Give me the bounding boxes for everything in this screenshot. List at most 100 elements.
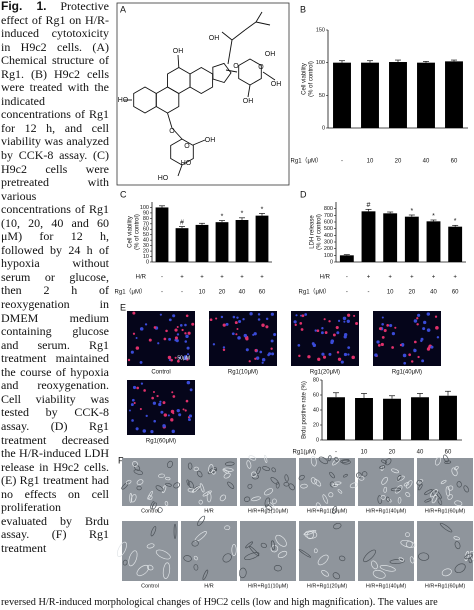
nucleus bbox=[130, 403, 134, 407]
cell bbox=[271, 467, 277, 473]
row-label: 10 bbox=[199, 290, 206, 296]
nucleus bbox=[187, 331, 191, 335]
cell bbox=[341, 459, 351, 465]
cell bbox=[288, 483, 295, 491]
nucleus bbox=[163, 337, 167, 341]
nucleus bbox=[265, 317, 269, 321]
nucleus bbox=[130, 350, 134, 354]
nucleus bbox=[249, 312, 253, 316]
nucleus bbox=[347, 313, 351, 317]
nucleus bbox=[191, 322, 195, 326]
y-axis-label: (% of control) bbox=[309, 61, 315, 97]
row-label: 60 bbox=[445, 450, 452, 456]
row-label: 60 bbox=[451, 159, 458, 165]
bar bbox=[175, 228, 189, 262]
nucleus bbox=[172, 314, 176, 318]
nucleus bbox=[167, 355, 172, 360]
bar bbox=[389, 62, 407, 128]
cell bbox=[247, 483, 253, 489]
bar bbox=[215, 222, 229, 262]
cell bbox=[147, 564, 154, 571]
cell bbox=[238, 567, 247, 579]
row-label: + bbox=[453, 275, 457, 281]
cell bbox=[270, 544, 279, 553]
panel-letter: D bbox=[300, 189, 307, 199]
bar bbox=[383, 213, 398, 262]
cell bbox=[437, 498, 443, 505]
cell bbox=[136, 485, 142, 491]
image-label: H/R+Rg1(60μM) bbox=[425, 508, 465, 514]
cell bbox=[358, 475, 365, 481]
significance-mark: * bbox=[454, 218, 457, 225]
cell bbox=[275, 481, 280, 489]
nucleus bbox=[158, 402, 162, 407]
nucleus bbox=[235, 333, 238, 336]
bond bbox=[244, 21, 257, 31]
nucleus bbox=[145, 414, 148, 418]
nucleus bbox=[135, 336, 138, 339]
cell bbox=[231, 543, 237, 556]
cell bbox=[424, 489, 433, 495]
nucleus bbox=[301, 314, 305, 318]
row-name: Rg1（μM） bbox=[115, 289, 146, 296]
y-axis-label: Cell viability bbox=[128, 216, 134, 248]
nucleus bbox=[132, 332, 136, 335]
nucleus bbox=[248, 360, 251, 363]
nucleus bbox=[342, 316, 347, 321]
caption-continued: reversed H/R-induced morphological chang… bbox=[1, 597, 438, 608]
cell bbox=[372, 569, 386, 579]
nucleus bbox=[417, 313, 421, 317]
row-label: - bbox=[346, 275, 348, 281]
cell bbox=[405, 492, 411, 498]
nucleus bbox=[139, 327, 144, 331]
nucleus bbox=[430, 345, 434, 349]
nucleus bbox=[381, 323, 384, 326]
y-tick-label: 100 bbox=[140, 205, 149, 211]
nucleus bbox=[347, 353, 350, 356]
nucleus bbox=[312, 343, 317, 348]
cell bbox=[128, 550, 138, 567]
caption: Fig. 1. Protective effect of Rg1 on H/R-… bbox=[1, 0, 109, 598]
nucleus bbox=[174, 336, 178, 340]
y-tick-label: 600 bbox=[324, 219, 333, 225]
nucleus bbox=[294, 323, 297, 326]
nucleus bbox=[212, 343, 216, 346]
nucleus bbox=[355, 321, 359, 325]
cell bbox=[277, 550, 288, 559]
cell bbox=[187, 462, 193, 470]
cell bbox=[227, 481, 235, 489]
nucleus bbox=[426, 328, 431, 332]
nucleus bbox=[255, 356, 260, 360]
nucleus bbox=[165, 329, 168, 333]
nucleus bbox=[383, 328, 387, 333]
cell bbox=[197, 515, 206, 526]
bond bbox=[177, 54, 180, 68]
cell bbox=[298, 474, 305, 481]
nucleus bbox=[127, 358, 131, 362]
nucleus bbox=[159, 400, 162, 403]
nucleus bbox=[220, 315, 224, 319]
nucleus bbox=[140, 382, 144, 385]
cell bbox=[464, 553, 473, 560]
nucleus bbox=[172, 395, 176, 398]
bar bbox=[411, 397, 429, 440]
nucleus bbox=[270, 312, 274, 316]
nucleus bbox=[403, 361, 407, 365]
cell bbox=[265, 504, 273, 511]
nucleus bbox=[131, 398, 135, 402]
y-tick-label: 60 bbox=[143, 227, 149, 233]
nucleus bbox=[343, 352, 348, 357]
nucleus bbox=[376, 340, 380, 344]
cell bbox=[264, 497, 271, 507]
nucleus bbox=[238, 319, 242, 324]
cell bbox=[129, 493, 133, 504]
cell bbox=[396, 474, 402, 481]
cell bbox=[304, 530, 318, 539]
y-tick-label: 0 bbox=[316, 437, 319, 443]
nucleus bbox=[323, 318, 326, 321]
nucleus bbox=[167, 414, 170, 417]
cell bbox=[264, 454, 268, 463]
nucleus bbox=[261, 323, 265, 327]
